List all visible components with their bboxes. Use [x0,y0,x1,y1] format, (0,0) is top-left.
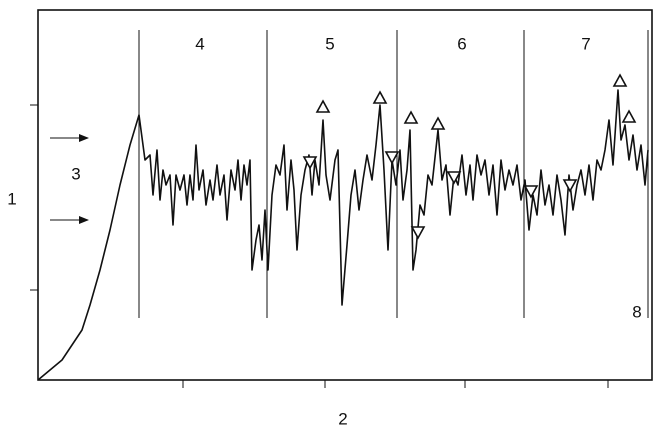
zone-label: 8 [632,302,641,321]
peak-markers [317,75,635,129]
zone-label: 5 [325,34,334,53]
zone-label: 4 [195,34,204,53]
page: 1 2 3 4 5 6 7 8 (() => { const data = JS… [0,0,656,433]
band-arrows [50,138,88,220]
figure: 1 2 3 4 5 6 7 8 [0,0,656,433]
axis-ticks [30,105,608,388]
zone-label: 7 [581,34,590,53]
y-axis-label: 1 [7,189,16,208]
zone-label: 6 [457,34,466,53]
x-axis-label: 2 [338,409,347,428]
signal-trace [38,90,648,380]
band-label: 3 [71,164,80,183]
